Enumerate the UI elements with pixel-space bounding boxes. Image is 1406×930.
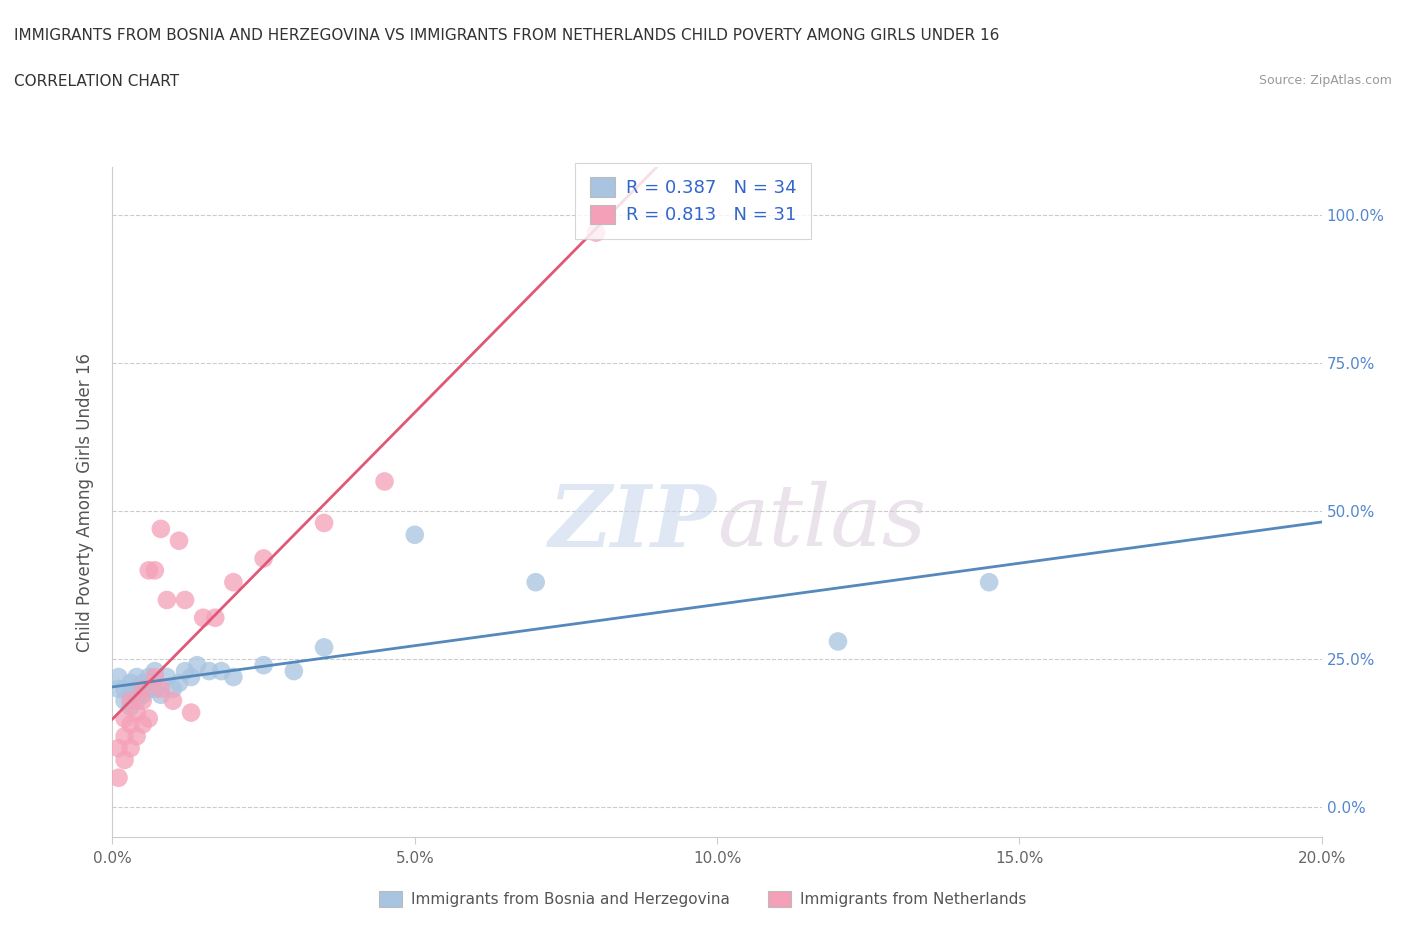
- Point: [120, 687, 142, 702]
- Point: [204, 610, 226, 625]
- Point: [120, 740, 142, 755]
- Point: [149, 687, 172, 702]
- Point: [138, 682, 160, 697]
- Point: [167, 533, 190, 548]
- Point: [125, 705, 148, 720]
- Point: [107, 682, 129, 697]
- Point: [404, 527, 426, 542]
- Point: [314, 640, 336, 655]
- Point: [125, 670, 148, 684]
- Point: [107, 740, 129, 755]
- Text: atlas: atlas: [717, 481, 927, 564]
- Text: IMMIGRANTS FROM BOSNIA AND HERZEGOVINA VS IMMIGRANTS FROM NETHERLANDS CHILD POVE: IMMIGRANTS FROM BOSNIA AND HERZEGOVINA V…: [14, 28, 1000, 43]
- Point: [374, 474, 396, 489]
- Point: [143, 664, 166, 679]
- Point: [125, 682, 148, 697]
- Point: [524, 575, 547, 590]
- Point: [120, 717, 142, 732]
- Point: [283, 664, 305, 679]
- Point: [132, 682, 155, 697]
- Point: [585, 225, 607, 240]
- Point: [174, 592, 197, 607]
- Point: [114, 711, 136, 726]
- Point: [138, 670, 160, 684]
- Point: [156, 670, 179, 684]
- Point: [107, 770, 129, 785]
- Point: [114, 752, 136, 767]
- Text: CORRELATION CHART: CORRELATION CHART: [14, 74, 179, 89]
- Point: [149, 682, 172, 697]
- Point: [174, 664, 197, 679]
- Point: [827, 634, 849, 649]
- Point: [314, 515, 336, 530]
- Point: [132, 682, 155, 697]
- Point: [143, 563, 166, 578]
- Point: [107, 670, 129, 684]
- Point: [222, 575, 245, 590]
- Point: [125, 693, 148, 708]
- Point: [149, 522, 172, 537]
- Point: [162, 693, 184, 708]
- Point: [198, 664, 221, 679]
- Point: [132, 675, 155, 690]
- Point: [132, 693, 155, 708]
- Point: [114, 682, 136, 697]
- Point: [222, 670, 245, 684]
- Point: [186, 658, 208, 672]
- Point: [156, 592, 179, 607]
- Point: [253, 551, 276, 566]
- Point: [191, 610, 214, 625]
- Point: [132, 687, 155, 702]
- Text: Source: ZipAtlas.com: Source: ZipAtlas.com: [1258, 74, 1392, 87]
- Point: [167, 675, 190, 690]
- Point: [253, 658, 276, 672]
- Legend: Immigrants from Bosnia and Herzegovina, Immigrants from Netherlands: Immigrants from Bosnia and Herzegovina, …: [373, 884, 1033, 913]
- Point: [114, 693, 136, 708]
- Point: [120, 693, 142, 708]
- Point: [180, 670, 202, 684]
- Point: [120, 699, 142, 714]
- Point: [114, 729, 136, 744]
- Point: [132, 717, 155, 732]
- Point: [209, 664, 232, 679]
- Point: [138, 563, 160, 578]
- Legend: R = 0.387   N = 34, R = 0.813   N = 31: R = 0.387 N = 34, R = 0.813 N = 31: [575, 163, 811, 239]
- Point: [120, 675, 142, 690]
- Point: [125, 729, 148, 744]
- Point: [180, 705, 202, 720]
- Text: ZIP: ZIP: [550, 481, 717, 564]
- Point: [138, 711, 160, 726]
- Point: [977, 575, 1000, 590]
- Point: [143, 670, 166, 684]
- Point: [162, 682, 184, 697]
- Point: [143, 682, 166, 697]
- Y-axis label: Child Poverty Among Girls Under 16: Child Poverty Among Girls Under 16: [76, 352, 94, 652]
